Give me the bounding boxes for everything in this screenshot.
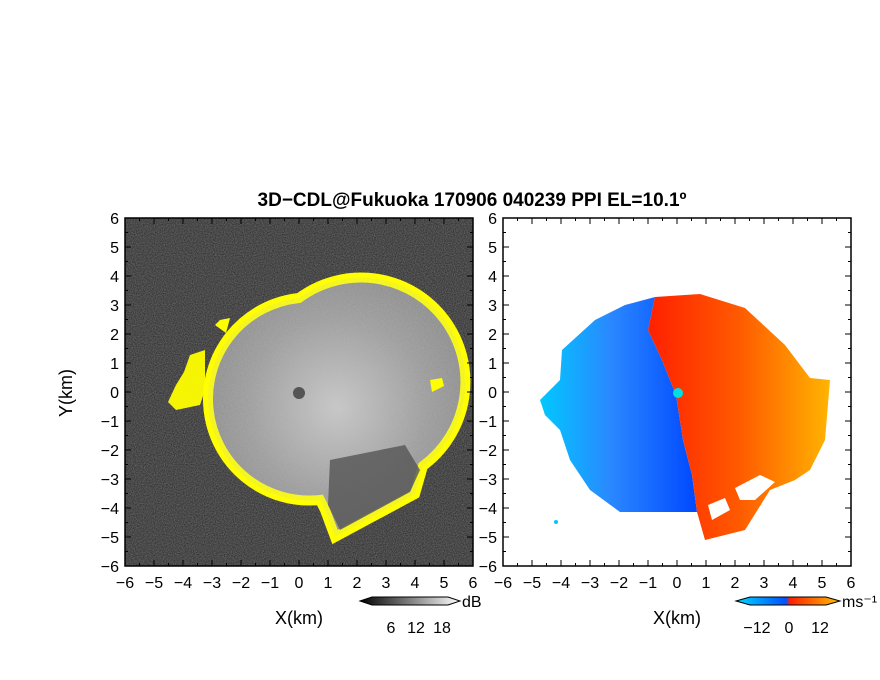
x-tick-label: 0 xyxy=(673,575,682,592)
snr-center-gap xyxy=(293,387,305,399)
left-x-tick-labels: −6 −5 −4 −3 −2 −1 0 1 2 3 4 5 6 xyxy=(116,575,478,592)
snr-image xyxy=(125,218,473,566)
x-tick-label: −6 xyxy=(494,575,512,592)
snr-colorbar: dB 6 12 18 xyxy=(358,594,482,637)
x-tick-label: 4 xyxy=(411,575,420,592)
y-tick-label: 3 xyxy=(110,298,119,315)
x-tick-label: −1 xyxy=(261,575,279,592)
left-panel: −6 −5 −4 −3 −2 −1 0 1 2 3 4 5 6 6543210−1−2−3−4−5−6 … xyxy=(56,211,482,637)
velocity-colorbar-tick: 0 xyxy=(785,620,794,637)
right-x-axis-label: X(km) xyxy=(653,608,701,628)
y-tick-label: −6 xyxy=(479,559,497,576)
y-tick-label: −5 xyxy=(479,530,497,547)
left-y-tick-labels: 6 5 4 3 2 1 0 −1 −2 −3 −4 −5 −6 xyxy=(101,211,119,576)
y-tick-label: 2 xyxy=(488,327,497,344)
velocity-approaching-region xyxy=(540,297,697,512)
y-tick-label: −6 xyxy=(101,559,119,576)
x-tick-label: 5 xyxy=(440,575,449,592)
y-tick-label: 6 xyxy=(110,211,119,228)
velocity-colorbar: ms⁻¹ −12 0 12 xyxy=(734,594,877,637)
snr-colorbar-unit: dB xyxy=(462,594,482,611)
right-ticks xyxy=(502,217,852,567)
velocity-colorbar-tick: 12 xyxy=(811,620,829,637)
x-tick-label: −4 xyxy=(174,575,192,592)
x-tick-label: −3 xyxy=(581,575,599,592)
y-tick-label: −1 xyxy=(479,414,497,431)
y-tick-label: 5 xyxy=(488,240,497,257)
x-tick-label: 2 xyxy=(731,575,740,592)
y-tick-label: 3 xyxy=(488,298,497,315)
x-tick-label: 4 xyxy=(789,575,798,592)
velocity-center-marker xyxy=(673,388,683,398)
y-tick-label: 1 xyxy=(110,356,119,373)
left-y-axis-label: Y(km) xyxy=(56,369,76,417)
y-tick-label: 5 xyxy=(110,240,119,257)
x-tick-label: 1 xyxy=(702,575,711,592)
y-tick-label: 6 xyxy=(488,211,497,228)
x-tick-label: 5 xyxy=(818,575,827,592)
y-tick-label: −2 xyxy=(101,443,119,460)
y-tick-label: −4 xyxy=(479,501,497,518)
velocity-receding-region xyxy=(648,294,830,540)
left-ticks xyxy=(124,217,474,567)
x-tick-label: 3 xyxy=(760,575,769,592)
x-tick-label: 6 xyxy=(469,575,478,592)
x-tick-label: −2 xyxy=(232,575,250,592)
chart-title: 3D−CDL@Fukuoka 170906 040239 PPI EL=10.1… xyxy=(258,190,687,211)
y-tick-label: −4 xyxy=(101,501,119,518)
x-tick-label: 1 xyxy=(324,575,333,592)
x-tick-label: 0 xyxy=(295,575,304,592)
x-tick-label: 3 xyxy=(382,575,391,592)
x-tick-label: −3 xyxy=(203,575,221,592)
x-tick-label: 6 xyxy=(847,575,856,592)
y-tick-label: 4 xyxy=(110,269,119,286)
x-tick-label: −6 xyxy=(116,575,134,592)
y-tick-label: −3 xyxy=(101,472,119,489)
x-tick-label: −1 xyxy=(639,575,657,592)
y-tick-label: −2 xyxy=(479,443,497,460)
velocity-colorbar-unit: ms⁻¹ xyxy=(842,594,877,611)
x-tick-label: −4 xyxy=(552,575,570,592)
snr-colorbar-tick: 6 xyxy=(387,620,396,637)
velocity-colorbar-tick: −12 xyxy=(743,620,770,637)
y-tick-label: −1 xyxy=(101,414,119,431)
right-x-tick-labels: −6 −5 −4 −3 −2 −1 0 1 2 3 4 5 6 xyxy=(494,575,856,592)
y-tick-label: 0 xyxy=(488,385,497,402)
x-tick-label: 2 xyxy=(353,575,362,592)
y-tick-label: −3 xyxy=(479,472,497,489)
y-tick-label: 1 xyxy=(488,356,497,373)
left-x-axis-label: X(km) xyxy=(275,608,323,628)
y-tick-label: −5 xyxy=(101,530,119,547)
snr-colorbar-tick: 18 xyxy=(433,620,451,637)
x-tick-label: −5 xyxy=(145,575,163,592)
right-y-tick-labels: 6 5 4 3 2 1 0 −1 −2 −3 −4 −5 −6 xyxy=(479,211,497,576)
right-panel: −6 −5 −4 −3 −2 −1 0 1 2 3 4 5 6 6543210−1−2−3−4−5−6 … xyxy=(479,211,877,637)
y-tick-label: 0 xyxy=(110,385,119,402)
snr-colorbar-tick: 12 xyxy=(407,620,425,637)
x-tick-label: −5 xyxy=(523,575,541,592)
y-tick-label: 2 xyxy=(110,327,119,344)
x-tick-label: −2 xyxy=(610,575,628,592)
y-tick-label: 4 xyxy=(488,269,497,286)
velocity-image xyxy=(540,294,830,540)
